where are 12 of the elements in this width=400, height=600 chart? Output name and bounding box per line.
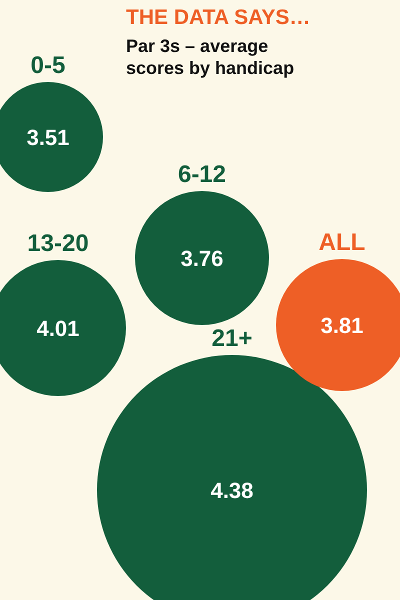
category-label: 6-12 <box>178 161 226 188</box>
category-label: 21+ <box>212 325 252 352</box>
data-label: 3.51 <box>26 124 70 150</box>
category-label: ALL <box>318 229 366 256</box>
text: THE DATA SAYS… <box>126 6 310 29</box>
data-label: 4.38 <box>210 478 254 503</box>
text: Par 3s – average scores by handicap <box>126 36 294 78</box>
category-label: 0-5 <box>30 52 66 79</box>
category-label: 13-20 <box>27 230 89 257</box>
data-label: 3.81 <box>320 312 364 338</box>
data-label: 3.76 <box>180 246 224 271</box>
data-label: 4.01 <box>36 316 80 341</box>
